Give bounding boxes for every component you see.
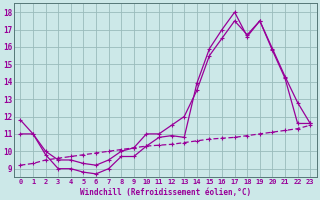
- X-axis label: Windchill (Refroidissement éolien,°C): Windchill (Refroidissement éolien,°C): [80, 188, 251, 197]
